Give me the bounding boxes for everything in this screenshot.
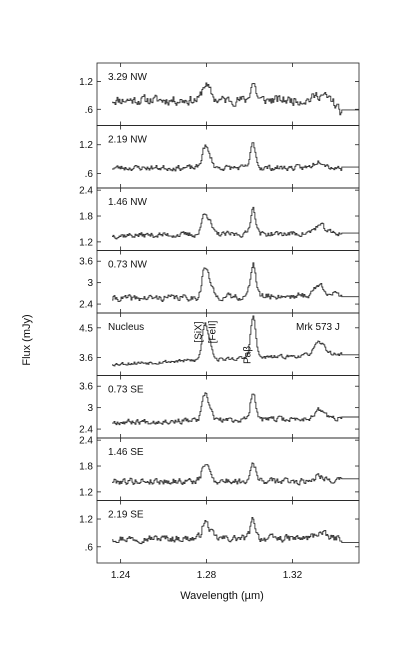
line-label-feii: [FeII] [208, 320, 219, 343]
galaxy-label: Mrk 573 J [296, 322, 340, 333]
y-tick-label: .6 [85, 105, 94, 116]
y-tick-label: 2.4 [79, 425, 93, 436]
y-tick-label: 3 [87, 278, 93, 289]
y-tick-label: 3.6 [79, 353, 93, 364]
panel-2-19-nw: .6 1.2 2.19 NW [79, 125, 360, 189]
spectrum-line [112, 206, 359, 240]
y-tick-label: 1.2 [79, 77, 93, 88]
panel-label: 0.73 SE [108, 385, 144, 396]
spectrum-line [112, 462, 359, 486]
x-tick-label: 1.32 [283, 570, 303, 581]
panel-2-19-se: .6 1.2 2.19 SE [79, 500, 360, 564]
panel-frame [96, 500, 360, 564]
y-tick-label: 4.5 [79, 323, 93, 334]
spectrum-line [112, 392, 359, 426]
y-tick-label: 3.6 [79, 257, 93, 268]
y-tick-label: 1.2 [79, 237, 93, 248]
x-axis: 1.24 1.28 1.32 [111, 570, 303, 581]
y-tick-label: 3.6 [79, 382, 93, 393]
y-tick-label: 2.4 [79, 436, 93, 447]
panel-label: 3.29 NW [108, 72, 147, 83]
spectrum-line [112, 142, 359, 172]
panel-nucleus: 3.6 4.5 Nucleus Mrk 573 J [SiX] [FeII] Paβ [79, 312, 360, 376]
y-tick-label: 1.2 [79, 487, 93, 498]
spectrum-line [112, 82, 359, 116]
y-tick-label: 1.8 [79, 212, 93, 223]
panel-label: 2.19 NW [108, 135, 147, 146]
panel-1-46-nw: 1.2 1.8 2.4 1.46 NW [79, 186, 360, 251]
y-tick-label: 1.2 [79, 515, 93, 526]
panel-0-73-se: 2.4 3 3.6 0.73 SE [79, 375, 360, 439]
panel-label: 0.73 NW [108, 260, 147, 271]
panel-label: Nucleus [108, 322, 144, 333]
x-axis-title: Wavelength (µm) [180, 590, 264, 602]
y-tick-label: 2.4 [79, 300, 93, 311]
x-tick-label: 1.28 [197, 570, 217, 581]
spectra-panels: .6 1.2 3.29 NW .6 1.2 2.19 NW 1.2 1.8 2.4 1.46 NW… [79, 62, 360, 564]
line-label-pabeta: Paβ [243, 346, 254, 364]
panel-0-73-nw: 2.4 3 3.6 0.73 NW [79, 250, 360, 314]
y-axis-title: Flux (mJy) [21, 314, 33, 365]
panel-3-29-nw: .6 1.2 3.29 NW [79, 62, 360, 126]
y-tick-label: .6 [85, 542, 94, 553]
y-tick-label: 3 [87, 403, 93, 414]
x-tick-label: 1.24 [111, 570, 131, 581]
panel-label: 1.46 SE [108, 447, 144, 458]
spectrum-line [112, 517, 359, 545]
panel-1-46-se: 1.2 1.8 2.4 1.46 SE [79, 436, 360, 501]
panel-label: 2.19 SE [108, 510, 144, 521]
y-tick-label: .6 [85, 169, 94, 180]
line-label-six: [SiX] [193, 321, 204, 342]
spectrum-line [112, 262, 359, 303]
panel-label: 1.46 NW [108, 197, 147, 208]
y-tick-label: 2.4 [79, 186, 93, 197]
spectrum-line [112, 315, 359, 367]
y-tick-label: 1.2 [79, 140, 93, 151]
y-tick-label: 1.8 [79, 462, 93, 473]
